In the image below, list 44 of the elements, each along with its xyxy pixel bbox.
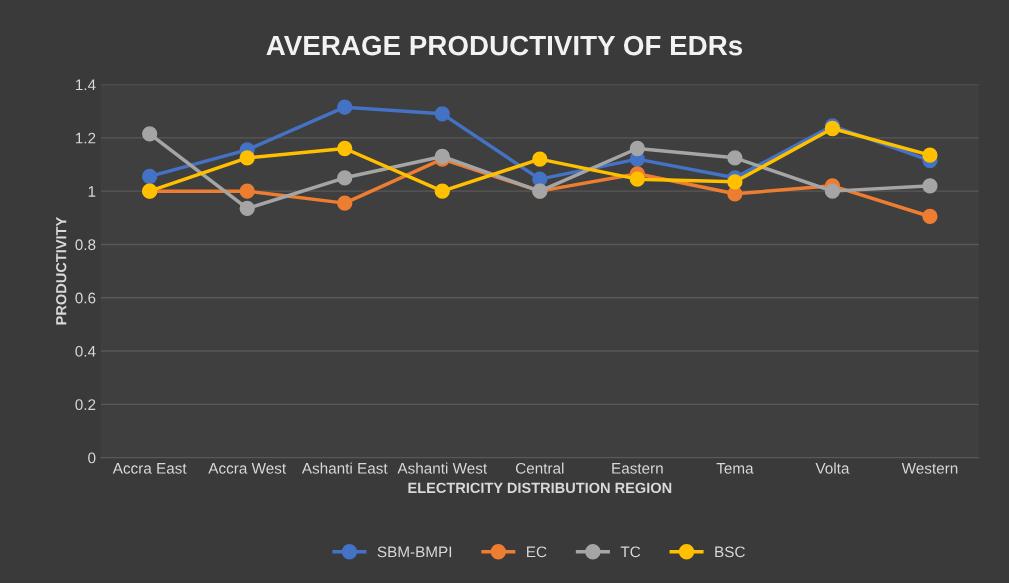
y-tick-label: 1.2 [75,132,96,144]
point [922,208,938,225]
point [922,147,938,163]
x-tick-label: Eastern [612,463,663,474]
y-tick-label: 1.4 [75,79,96,91]
point [922,178,938,194]
point [142,126,158,142]
point [239,150,255,166]
x-tick-label: Accra West [208,463,287,474]
chart-title: AVERAGE PRODUCTIVITY OF EDRs [266,35,743,56]
x-tick-label: Ashanti East [301,462,388,474]
point [337,140,353,157]
x-axis-title: ELECTRICITY DISTRIBUTION REGION [408,482,672,494]
y-tick-label: 1 [88,186,96,197]
legend-label: SBM-BMPI [377,546,452,558]
y-tick-label: 0.6 [75,292,96,304]
point [629,140,645,157]
y-tick-label: 0.8 [75,239,96,251]
point [337,99,353,115]
point [434,183,450,199]
point [434,106,450,122]
y-tick-label: 0.4 [75,345,96,357]
point [824,183,841,199]
legend-label: TC [620,546,641,558]
point [239,200,255,217]
point [337,170,353,186]
y-tick-label: 0 [88,452,96,464]
legend-label: BSC [715,546,745,558]
point [727,174,743,190]
x-tick-label: Western [901,463,958,474]
point [532,151,548,167]
x-tick-label: Ashanti West [397,462,488,474]
x-tick-label: Volta [815,462,850,474]
point [142,168,158,185]
point [629,171,645,187]
legend-label: EC [527,546,547,558]
point [239,183,255,199]
x-tick-label: Central [515,462,564,474]
y-axis-title: PRODUCTIVITY [56,217,67,325]
x-tick-label: Accra East [112,463,187,474]
x-tick-label: Tema [716,463,754,474]
y-tick-label: 0.2 [75,399,96,411]
point [337,195,353,211]
point [727,150,743,166]
